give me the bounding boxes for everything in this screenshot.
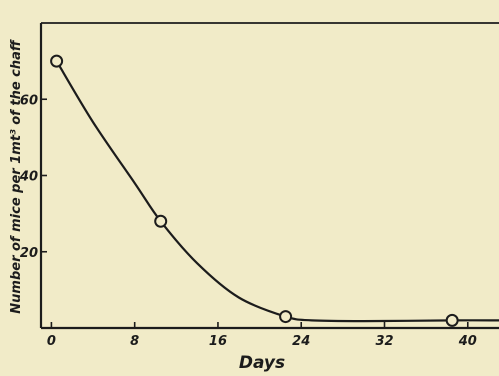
- x-tick-label: 32: [375, 334, 393, 349]
- x-tick-label: 0: [47, 334, 56, 349]
- y-tick-label: 40: [19, 170, 38, 185]
- x-axis-label: Days: [239, 353, 285, 373]
- x-tick-label: 40: [458, 334, 477, 349]
- x-tick-label: 16: [209, 334, 227, 349]
- x-tick-label: 24: [292, 334, 310, 349]
- y-tick-label: 20: [20, 246, 38, 261]
- y-axis-label: Number of mice per 1mt³ of the chaff: [9, 39, 24, 314]
- data-points-layer: [50, 54, 459, 327]
- data-point: [445, 313, 459, 327]
- fit-curve: [55, 60, 499, 323]
- tick-labels-layer: 0 8 16 24 32 40 20 40 60: [19, 93, 477, 349]
- data-point: [154, 214, 168, 228]
- fit-curve-layer: [55, 60, 499, 323]
- x-tick-label: 8: [130, 334, 139, 349]
- data-point: [279, 310, 293, 324]
- data-point: [50, 54, 64, 68]
- y-tick-label: 60: [20, 93, 38, 108]
